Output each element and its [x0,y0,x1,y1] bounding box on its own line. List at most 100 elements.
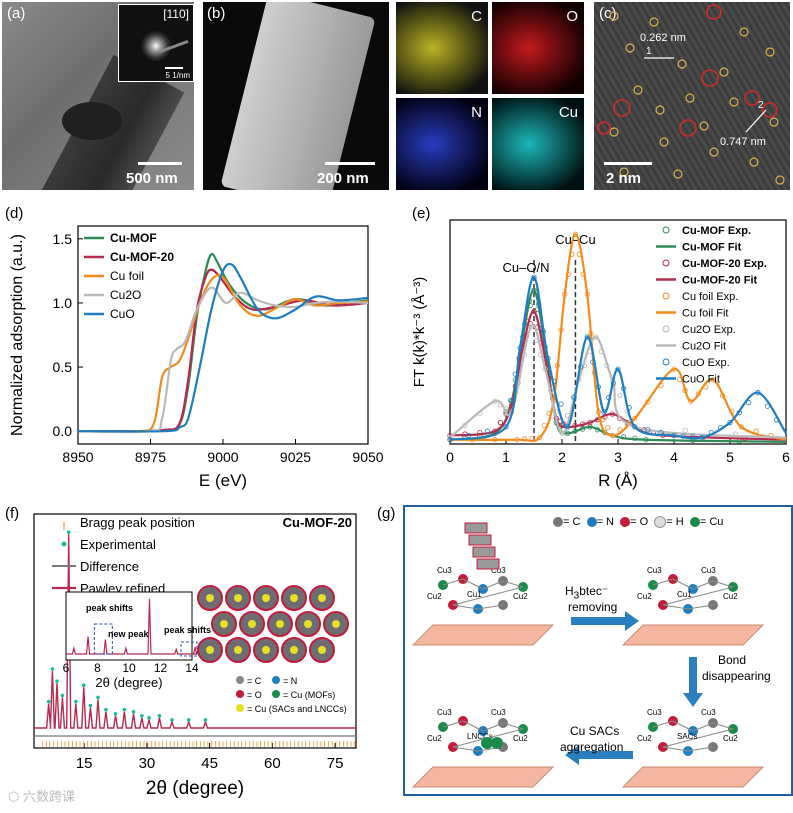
structure-cu-sac [262,646,270,654]
legend-exp-marker [61,541,67,547]
experimental-point [113,711,118,716]
exp-point-cu foil [572,231,579,237]
cluster-3-bond [662,728,734,748]
cluster-4-site-label: Cu3 [437,708,452,717]
legend-label-d: Cu-MOF [110,231,157,245]
x-tick-label-e: 1 [502,449,510,465]
cluster-4-bond [462,720,484,732]
inset-note-new-peak: new peak [108,629,150,639]
cluster-4-site-label: Cu3 [491,708,506,717]
lattice-marker-1: 1 [646,46,652,57]
cluster-3-bond [687,746,714,752]
experimental-point [186,718,191,722]
exp-point-cuo [531,274,537,280]
y-axis-label-e: FT k(k)*k⁻³ (Å⁻³) [411,277,428,388]
inset-box-1 [93,623,113,655]
cluster-3-bond [662,746,689,752]
structure-cu-sac [318,646,326,654]
legend-n: = N [596,516,614,528]
structure-cu-sac [262,594,270,602]
inset-tick-label: 12 [154,661,168,675]
cluster-1-site-label: Cu3 [437,566,452,575]
cluster-1-bond [477,604,504,610]
exp-point-cuo [484,428,490,434]
cluster-1-site-label: Cu2 [427,592,442,601]
xanes-chart: 8950 8975 9000 9025 9050 0.0 0.5 1.0 1.5 E (eV) No… [9,225,384,490]
series-line-cu-mof-20 [77,268,369,433]
fit-line-cu2o [449,324,787,439]
experimental-point [203,718,208,722]
struct-legend-label: = N [283,676,297,686]
arrow-left [565,745,633,765]
x-tick-label-d: 9000 [207,449,238,465]
panel-label-f: (f) [5,505,20,522]
x-tick-label-e: 3 [614,449,622,465]
experimental-point [131,709,136,714]
exp-point-cu2o [682,427,688,434]
cluster-2-site-label: Cu3 [701,566,716,575]
structure-cu-sac [304,620,312,628]
exp-point-cu-mof-20 [497,420,504,426]
cluster-1-site-label: Cu3 [491,566,506,575]
x-tick-label-e: 5 [726,449,734,465]
structure-cu-sac [234,594,242,602]
exp-point-cu foil [738,424,744,430]
struct-legend-label: = Cu (SACs and LNCCs) [247,704,347,714]
x-tick-label-e: 2 [558,449,566,465]
legend-label-e: Cu-MOF Exp. [682,225,751,237]
series-line-cu2o [77,286,369,434]
experimental-point [55,679,59,683]
x-axis-label-d: E (eV) [199,471,247,490]
cluster-3-bond [652,720,674,728]
structure-cu-sac [276,620,284,628]
exp-point-cuo [645,427,651,433]
cluster-2-bond [692,580,714,590]
x-tick-label-f: 15 [76,755,93,772]
panel-label-c: (c) [599,5,617,22]
exp-point-cu2o [447,434,453,441]
experimental-point [104,707,108,712]
legend-label-f: Bragg peak position [80,515,195,530]
cluster-2-site-label: Cu2 [723,592,738,601]
legend-marker-e [662,259,670,267]
cluster-4-site-label: Cu2 [513,734,528,743]
cluster-4-site-label: LNCCs [467,732,493,741]
exp-point-cu foil [605,424,611,431]
inset-note-peak-shifts-1: peak shifts [86,603,133,613]
linker-ring [472,546,496,558]
x-tick-label-d: 9050 [352,449,383,465]
pawley-refined-trace [34,534,356,729]
structure-cu-sac [290,594,298,602]
structure-cu-sac [290,646,298,654]
x-tick-label-f: 45 [201,755,218,772]
cluster-2-bond [672,578,694,590]
x-tick-label-d: 8950 [62,449,93,465]
experimental-point [81,683,86,687]
scale-label-b: 200 nm [317,170,369,187]
eds-map-c: C [396,2,488,94]
series-line-cuo [77,262,369,433]
step3-label-b: aggregation [560,740,624,754]
hrstem-image-c: (c) 0.262 nm 1 2 0.747 nm 2 nm [594,2,790,190]
exp-point-cuo [508,397,514,404]
cluster-2-site-label: Cu3 [647,566,662,575]
eds-map-o: O [492,2,584,94]
inset-note-peak-shifts-2: peak shifts [164,625,211,635]
cluster-3-substrate [621,766,765,788]
experimental-point [157,714,162,718]
x-tick-label-e: 0 [446,449,454,465]
cluster-1-bond [452,586,524,606]
scale-bar-c [604,162,652,165]
legend-label-e: Cu-MOF Fit [682,242,742,254]
exp-point-cuo [727,420,733,426]
linker-ring [468,534,492,546]
lncc-atom [481,737,493,749]
inset-tick-label: 10 [122,661,136,675]
mechanism-schematic: (g) [377,505,793,796]
structure-cu-sac [220,620,228,628]
cluster-4-bond [442,720,464,728]
legend-label-e: Cu-MOF-20 Exp. [682,258,767,270]
exp-point-cuo [558,401,564,407]
cluster-1-bond [462,578,484,590]
saed-inset: [110] 5 1/nm [118,4,194,82]
